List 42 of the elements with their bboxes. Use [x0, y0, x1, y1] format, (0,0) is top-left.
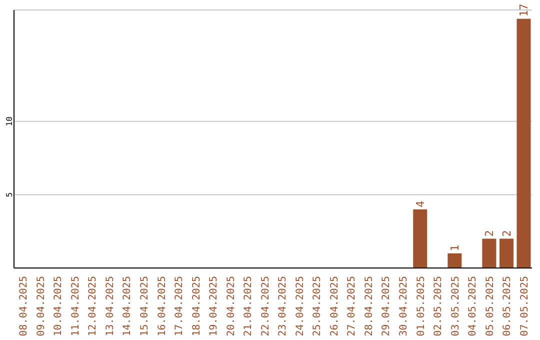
x-tick-label: 01.05.2025: [416, 276, 427, 336]
x-tick-label: 03.05.2025: [450, 276, 462, 336]
x-tick-label: 26.04.2025: [329, 276, 340, 336]
x-tick-label: 09.04.2025: [36, 276, 47, 336]
x-tick-label: 07.05.2025: [519, 276, 530, 336]
x-tick-label: 12.04.2025: [88, 276, 99, 336]
x-tick-label: 11.04.2025: [70, 276, 82, 336]
x-tick-label: 16.04.2025: [156, 276, 168, 336]
data-label: 17: [518, 4, 531, 17]
x-tick-label: 02.05.2025: [433, 276, 444, 336]
x-tick-label: 14.04.2025: [122, 276, 134, 336]
x-tick-label: 13.04.2025: [104, 276, 116, 336]
x-tick-label: 24.04.2025: [294, 276, 306, 336]
bar: [516, 18, 531, 268]
x-tick-label: 10.04.2025: [53, 276, 64, 336]
y-tick-label: 10: [5, 116, 14, 126]
x-tick-label: 27.04.2025: [346, 276, 358, 336]
bar: [499, 238, 514, 268]
x-tick-label: 21.04.2025: [243, 276, 254, 336]
x-tick-label: 20.04.2025: [226, 276, 237, 336]
y-tick-label: 5: [5, 192, 14, 198]
x-tick-label: 06.05.2025: [502, 276, 514, 336]
x-tick-label: 05.05.2025: [484, 276, 496, 336]
bar: [413, 209, 428, 268]
x-tick-label: 08.04.2025: [18, 276, 30, 336]
data-label: 2: [483, 230, 496, 237]
data-label: 4: [414, 200, 428, 208]
bar: [482, 238, 496, 268]
x-tick-label: 28.04.2025: [364, 276, 375, 336]
x-tick-label: 29.04.2025: [381, 276, 392, 336]
data-label: 2: [500, 230, 514, 237]
x-tick-label: 04.05.2025: [468, 276, 479, 336]
x-tick-label: 25.04.2025: [312, 276, 324, 336]
data-label: 1: [448, 244, 462, 252]
x-tick-label: 22.04.2025: [260, 276, 272, 336]
bar: [448, 253, 462, 268]
x-tick-label: 15.04.2025: [140, 276, 150, 336]
x-tick-label: 30.04.2025: [398, 276, 410, 336]
x-tick-label: 19.04.2025: [208, 276, 220, 336]
x-tick-label: 18.04.2025: [191, 276, 202, 336]
x-tick-label: 23.04.2025: [278, 276, 289, 336]
x-tick-label: 17.04.2025: [174, 276, 186, 336]
